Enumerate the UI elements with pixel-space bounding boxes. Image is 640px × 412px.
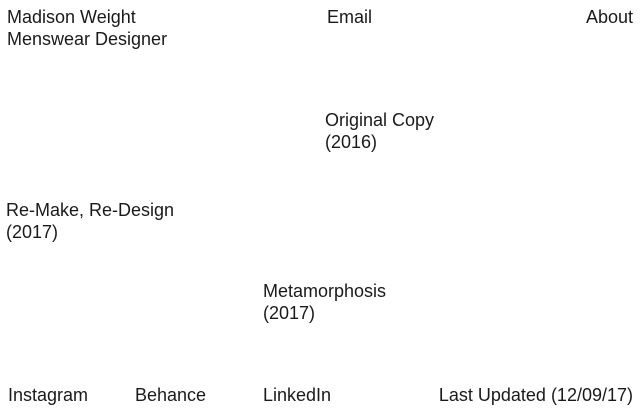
designer-name: Madison Weight: [7, 7, 136, 27]
site-title-link[interactable]: Madison Weight Menswear Designer: [7, 6, 167, 50]
behance-link[interactable]: Behance: [135, 385, 207, 405]
last-updated-text: Last Updated (12/09/17): [438, 385, 633, 405]
project-title: Re-Make, Re-Design: [6, 200, 175, 220]
designer-role: Menswear Designer: [7, 29, 168, 49]
linkedin-link[interactable]: LinkedIn: [263, 385, 332, 405]
project-year: (2016): [325, 132, 378, 152]
project-title: Original Copy: [325, 110, 435, 130]
project-year: (2017): [263, 303, 316, 323]
email-link[interactable]: Email: [327, 7, 373, 27]
project-title: Metamorphosis: [263, 281, 387, 301]
project-link-original-copy[interactable]: Original Copy (2016): [325, 109, 434, 153]
about-link[interactable]: About: [585, 7, 633, 27]
project-link-re-make-re-design[interactable]: Re-Make, Re-Design (2017): [6, 199, 174, 243]
project-link-metamorphosis[interactable]: Metamorphosis (2017): [263, 280, 386, 324]
project-year: (2017): [6, 222, 59, 242]
instagram-link[interactable]: Instagram: [8, 385, 89, 405]
